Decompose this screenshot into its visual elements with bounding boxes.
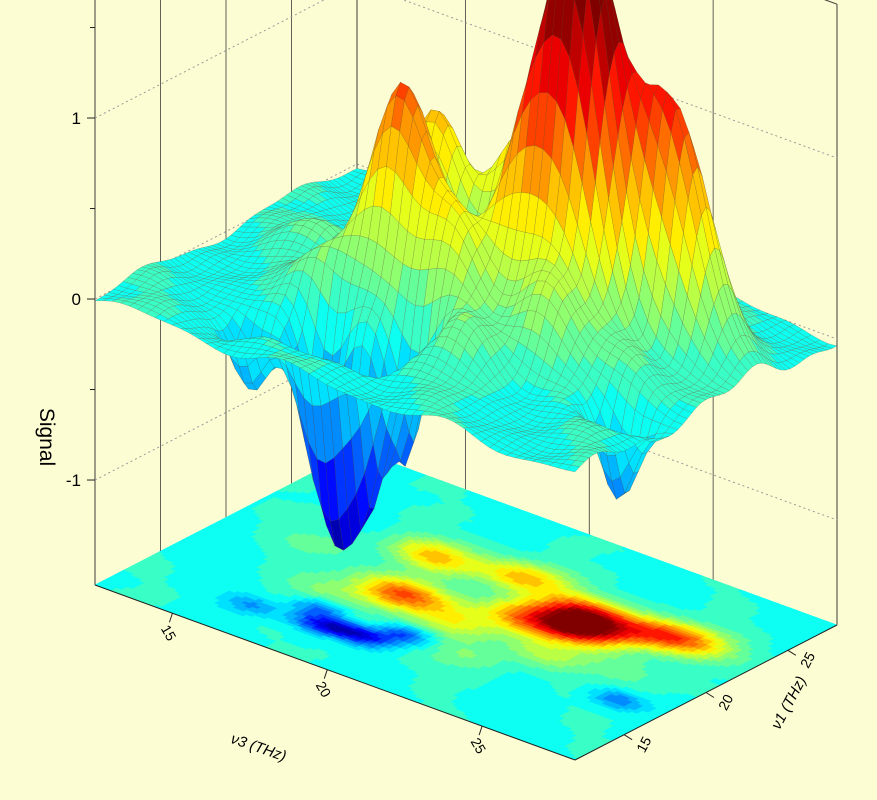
floor-contour-map — [94, 449, 838, 761]
z-grid-line — [94, 344, 838, 521]
z-grid-line — [94, 0, 838, 159]
